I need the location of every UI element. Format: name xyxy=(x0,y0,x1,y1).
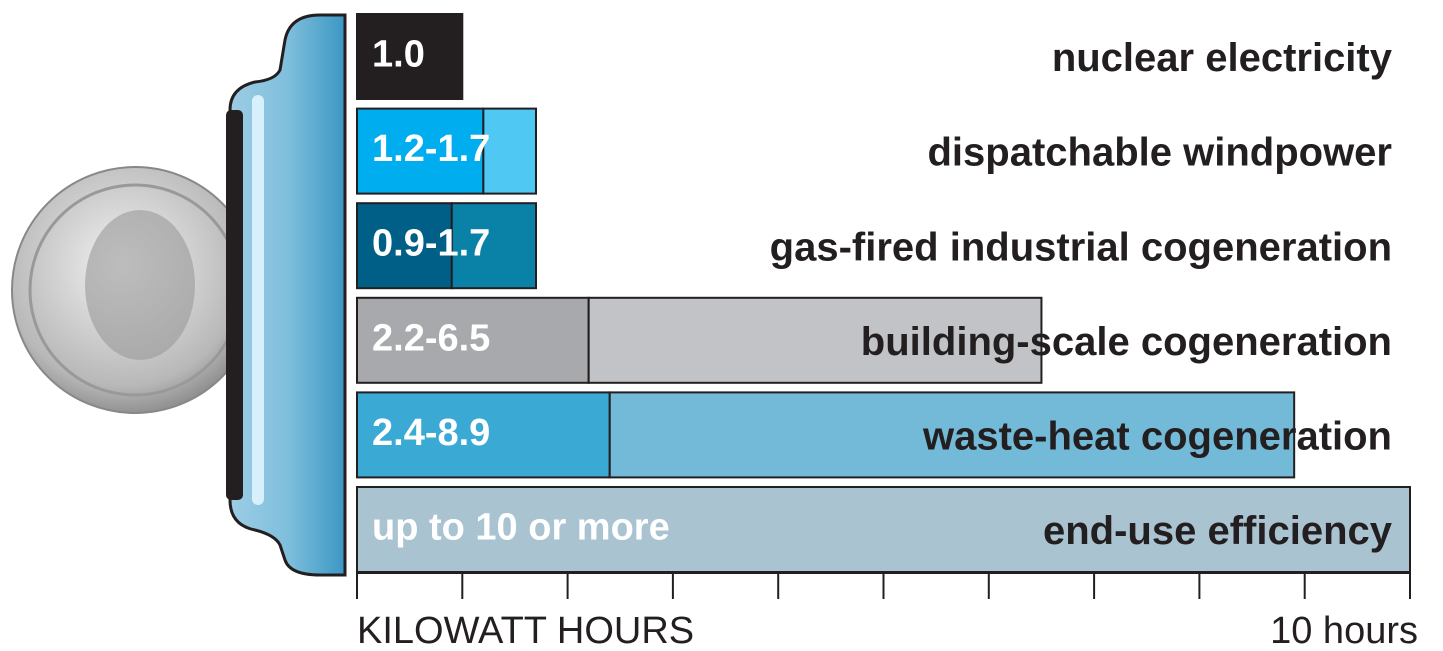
category-label: waste-heat cogeneration xyxy=(922,414,1392,458)
battery-illustration xyxy=(226,15,345,575)
category-label: nuclear electricity xyxy=(1052,36,1393,80)
value-label: 2.4-8.9 xyxy=(372,412,490,454)
value-label: 0.9-1.7 xyxy=(372,223,490,265)
category-label: gas-fired industrial cogeneration xyxy=(770,225,1392,269)
dime-illustration xyxy=(12,167,258,413)
category-label: dispatchable windpower xyxy=(927,131,1392,175)
value-label: 1.2-1.7 xyxy=(372,128,490,170)
category-label: building-scale cogeneration xyxy=(861,320,1392,364)
x-axis-label: KILOWATT HOURS xyxy=(357,610,694,651)
category-label: end-use efficiency xyxy=(1043,509,1393,553)
bar-high-segment xyxy=(483,109,536,194)
page: nuclear electricity 1.0 dispatchable windp… xyxy=(0,0,1443,651)
chart: nuclear electricity 1.0 dispatchable windp… xyxy=(0,0,1443,651)
value-label: up to 10 or more xyxy=(372,507,670,549)
value-label: 2.2-6.5 xyxy=(372,317,490,359)
value-label: 1.0 xyxy=(372,34,425,76)
x-tick-label: 10 hours xyxy=(1270,610,1418,651)
